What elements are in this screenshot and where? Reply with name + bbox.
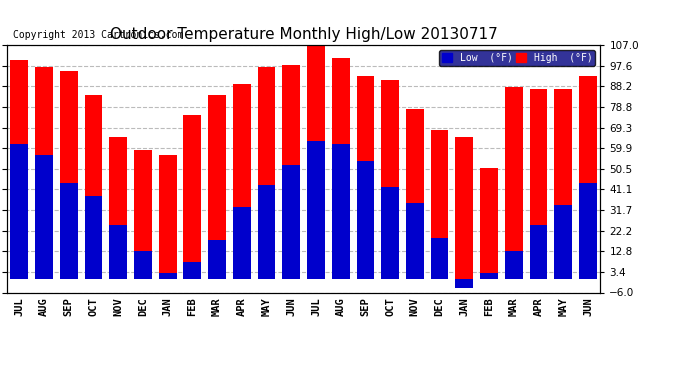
Bar <box>406 203 424 279</box>
Bar <box>184 262 201 279</box>
Bar <box>159 154 177 279</box>
Bar <box>159 273 177 279</box>
Bar <box>282 165 300 279</box>
Bar <box>233 207 250 279</box>
Bar <box>208 240 226 279</box>
Legend: Low  (°F), High  (°F): Low (°F), High (°F) <box>439 50 595 66</box>
Bar <box>431 130 448 279</box>
Bar <box>109 137 127 279</box>
Bar <box>233 84 250 279</box>
Bar <box>530 89 547 279</box>
Bar <box>530 225 547 279</box>
Bar <box>431 238 448 279</box>
Bar <box>554 205 572 279</box>
Title: Outdoor Temperature Monthly High/Low 20130717: Outdoor Temperature Monthly High/Low 201… <box>110 27 497 42</box>
Bar <box>35 67 53 279</box>
Bar <box>382 80 399 279</box>
Bar <box>282 65 300 279</box>
Bar <box>85 196 102 279</box>
Bar <box>332 58 350 279</box>
Bar <box>406 108 424 279</box>
Bar <box>307 141 325 279</box>
Bar <box>382 188 399 279</box>
Bar <box>480 273 498 279</box>
Bar <box>505 251 522 279</box>
Bar <box>208 95 226 279</box>
Bar <box>554 89 572 279</box>
Bar <box>257 185 275 279</box>
Bar <box>134 251 152 279</box>
Bar <box>35 154 53 279</box>
Bar <box>10 144 28 279</box>
Text: Copyright 2013 Cartronics.com: Copyright 2013 Cartronics.com <box>13 30 184 40</box>
Bar <box>60 183 77 279</box>
Bar <box>85 95 102 279</box>
Bar <box>480 168 498 279</box>
Bar <box>109 225 127 279</box>
Bar <box>357 161 374 279</box>
Bar <box>332 144 350 279</box>
Bar <box>455 137 473 279</box>
Bar <box>307 43 325 279</box>
Bar <box>184 115 201 279</box>
Bar <box>505 87 522 279</box>
Bar <box>10 60 28 279</box>
Bar <box>357 76 374 279</box>
Bar <box>579 76 597 279</box>
Bar <box>579 183 597 279</box>
Bar <box>60 71 77 279</box>
Bar <box>134 150 152 279</box>
Bar <box>257 67 275 279</box>
Bar <box>455 279 473 288</box>
